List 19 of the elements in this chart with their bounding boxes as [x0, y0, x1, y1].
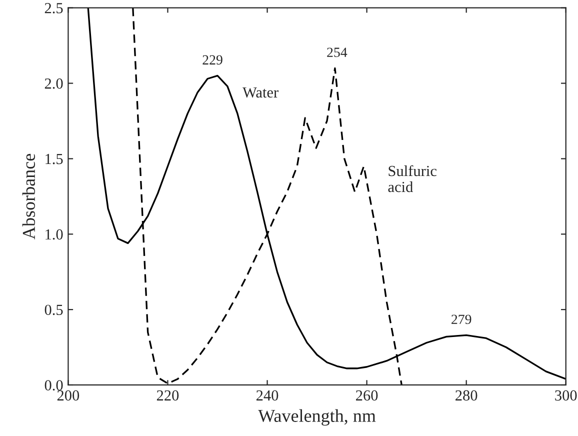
y-tick-label: 0.5 — [44, 304, 63, 316]
y-tick-label: 1.5 — [46, 154, 63, 164]
series-label: Sulfuric acid — [388, 165, 436, 192]
x-tick-label: 300 — [555, 390, 577, 401]
x-tick-label: 240 — [256, 390, 278, 401]
annotation: 254 — [327, 48, 348, 58]
x-axis-title: Wavelength, nm — [258, 409, 376, 426]
x-tick-label: 200 — [57, 390, 80, 401]
y-tick-label: 2.5 — [44, 3, 63, 14]
x-tick-label: 260 — [356, 390, 378, 401]
series-label: Water — [242, 87, 278, 98]
y-axis-title: Absorbance — [22, 154, 36, 240]
annotation: 279 — [452, 314, 472, 324]
annotation: 229 — [202, 55, 222, 65]
y-tick-label: 2.0 — [44, 78, 63, 89]
y-tick-label: 1.0 — [46, 229, 63, 240]
y-tick-label: 0.0 — [44, 380, 63, 391]
x-tick-label: 280 — [456, 390, 478, 401]
x-tick-label: 220 — [156, 390, 179, 401]
